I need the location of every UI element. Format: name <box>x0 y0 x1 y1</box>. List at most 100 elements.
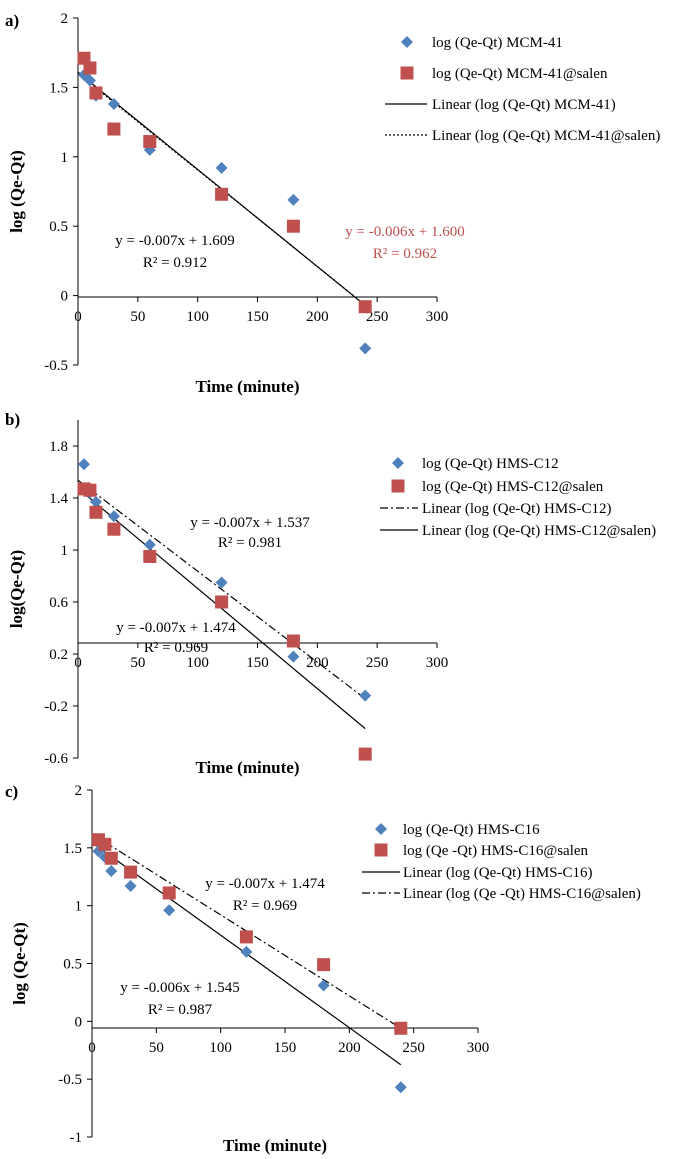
x-tick-label: 300 <box>467 1040 490 1056</box>
r-squared-text: R² = 0.962 <box>373 246 437 262</box>
x-tick-label: 150 <box>246 309 269 325</box>
y-axis-title: log (Qe-Qt) <box>7 150 26 233</box>
equation-text: y = -0.006x + 1.545 <box>120 980 239 996</box>
data-point-series2 <box>89 505 103 519</box>
x-tick-label: 250 <box>402 1040 425 1056</box>
data-point-series1 <box>287 193 300 206</box>
y-tick-label: 1.8 <box>49 439 68 455</box>
y-tick-label: 0 <box>61 289 69 305</box>
legend-marker-series1 <box>392 457 404 469</box>
data-point-series1 <box>124 880 137 893</box>
legend-marker-series2 <box>374 843 388 857</box>
data-point-series2 <box>104 851 118 865</box>
legend: log (Qe-Qt) HMS-C16 log (Qe -Qt) HMS-C16@… <box>362 822 641 902</box>
data-point-series2 <box>162 886 176 900</box>
y-tick-label: 0.6 <box>49 595 68 611</box>
y-tick-label: -0.2 <box>44 699 68 715</box>
legend-label: Linear (log (Qe-Qt) MCM-41@salen) <box>432 128 660 144</box>
x-axis-title: Time (minute) <box>195 758 299 777</box>
data-point-series1 <box>83 74 96 87</box>
x-tick-label: 300 <box>426 309 449 325</box>
legend-marker-series1 <box>375 823 387 835</box>
y-axis-title: log (Qe-Qt) <box>10 922 29 1005</box>
legend-label: Linear (log (Qe-Qt) HMS-C12) <box>422 501 612 517</box>
data-point-series1 <box>215 576 228 589</box>
y-tick-label: -0.6 <box>44 751 68 767</box>
data-point-series2 <box>286 634 300 648</box>
panel-label: a) <box>5 11 19 30</box>
data-point-series2 <box>143 550 157 563</box>
legend-marker-series2 <box>400 66 414 80</box>
legend-label: Linear (log (Qe -Qt) HMS-C16@salen) <box>403 886 641 902</box>
legend: log (Qe-Qt) HMS-C12 log (Qe-Qt) HMS-C12@s… <box>380 456 656 539</box>
x-tick-label: 150 <box>274 1040 297 1056</box>
y-tick-label: 2 <box>61 11 69 27</box>
x-tick-label: 50 <box>130 655 145 671</box>
r-squared-text: R² = 0.969 <box>233 898 297 914</box>
x-tick-label: 100 <box>209 1040 232 1056</box>
legend-label: Linear (log (Qe-Qt) MCM-41) <box>432 97 616 113</box>
data-point-series2 <box>358 747 372 761</box>
equation-text: y = -0.006x + 1.600 <box>345 224 464 240</box>
data-point-series2 <box>358 300 372 314</box>
data-point-series1 <box>287 650 300 663</box>
r-squared-text: R² = 0.969 <box>144 640 208 656</box>
legend-label: log (Qe -Qt) HMS-C16@salen <box>403 843 589 859</box>
data-point-series1 <box>359 689 372 702</box>
data-point-series2 <box>394 1021 408 1035</box>
data-point-series2 <box>83 483 97 497</box>
data-point-series1 <box>143 538 156 551</box>
x-tick-label: 0 <box>74 309 82 325</box>
y-tick-label: 1 <box>61 150 69 166</box>
y-tick-label: 1.5 <box>49 80 68 96</box>
equation-text: y = -0.007x + 1.474 <box>205 876 325 892</box>
data-point-series1 <box>107 510 120 523</box>
x-tick-label: 0 <box>74 655 82 671</box>
data-point-series2 <box>239 930 253 944</box>
equation-text: y = -0.007x + 1.609 <box>115 233 234 249</box>
data-point-series2 <box>215 187 229 201</box>
panel-label: b) <box>5 410 20 429</box>
data-point-series2 <box>215 595 229 609</box>
legend-label: Linear (log (Qe-Qt) HMS-C16) <box>403 865 593 881</box>
legend-marker-series1 <box>401 36 413 48</box>
y-tick-label: 2 <box>75 783 83 799</box>
legend-label: log (Qe-Qt) MCM-41 <box>432 35 563 51</box>
r-squared-text: R² = 0.912 <box>143 255 207 271</box>
x-tick-label: 50 <box>149 1040 164 1056</box>
legend-marker-series2 <box>391 479 405 493</box>
data-point-series2 <box>124 865 138 879</box>
data-point-series1 <box>215 161 228 174</box>
data-point-series2 <box>107 522 121 536</box>
data-point-series2 <box>143 135 157 149</box>
x-axis-title: Time (minute) <box>223 1136 327 1155</box>
x-tick-label: 0 <box>88 1040 96 1056</box>
data-point-series2 <box>89 86 103 100</box>
x-tick-label: 100 <box>186 655 209 671</box>
legend-label: log (Qe-Qt) MCM-41@salen <box>432 66 608 82</box>
x-tick-label: 300 <box>426 655 449 671</box>
equation-text: y = -0.007x + 1.474 <box>116 620 236 636</box>
r-squared-text: R² = 0.981 <box>218 535 282 551</box>
legend-label: Linear (log (Qe-Qt) HMS-C12@salen) <box>422 523 656 539</box>
y-axis-title: log(Qe-Qt) <box>7 550 26 628</box>
y-tick-label: 1.4 <box>49 491 68 507</box>
legend-label: log (Qe-Qt) HMS-C12 <box>422 456 559 472</box>
y-tick-label: 0.5 <box>63 957 82 973</box>
y-tick-label: 0 <box>75 1014 83 1030</box>
fit-line-1 <box>77 479 366 700</box>
x-tick-label: 250 <box>366 655 389 671</box>
chart-panel-b: b)-0.6-0.20.20.611.41.80 50 100 150 200 250 30… <box>5 410 656 777</box>
legend: log (Qe-Qt) MCM-41 log (Qe-Qt) MCM-41@sal… <box>385 35 660 144</box>
data-point-series1 <box>89 495 102 508</box>
data-point-series1 <box>163 904 176 917</box>
data-point-series1 <box>240 945 253 958</box>
y-tick-label: 0.5 <box>49 219 68 235</box>
y-tick-label: -1 <box>70 1130 83 1146</box>
data-point-series2 <box>317 958 331 972</box>
data-point-series1 <box>105 864 118 877</box>
data-point-series1 <box>359 342 372 355</box>
y-tick-label: 1.5 <box>63 841 82 857</box>
